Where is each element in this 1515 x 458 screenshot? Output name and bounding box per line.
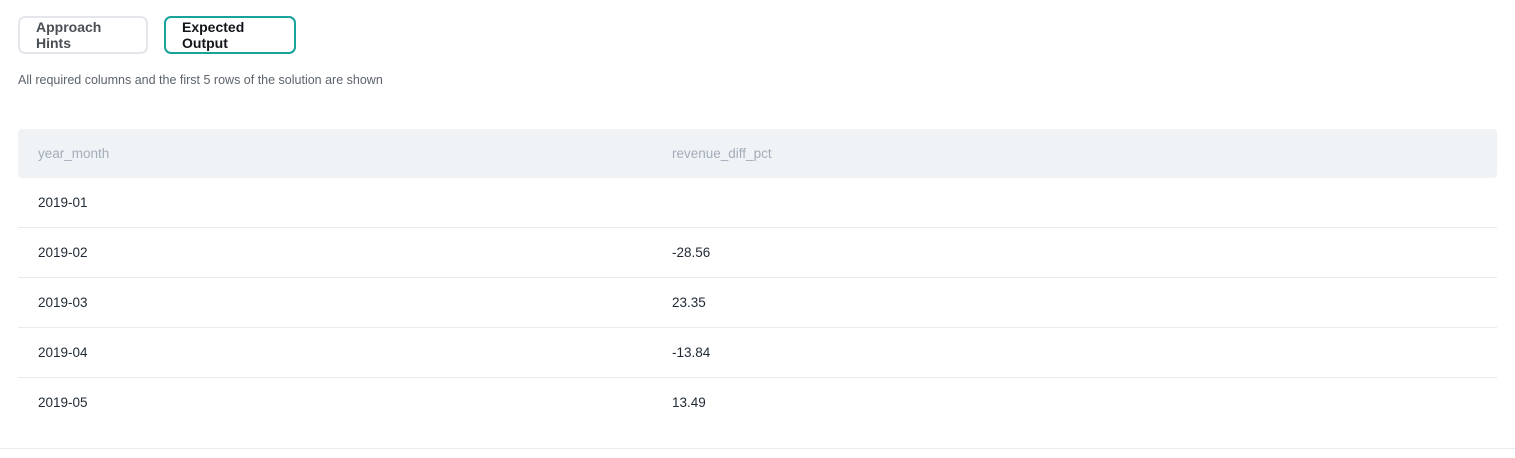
cell-revenue-diff-pct: -28.56 <box>672 245 1497 260</box>
table-caption: All required columns and the first 5 row… <box>18 73 383 87</box>
table-header: year_month revenue_diff_pct <box>18 129 1497 178</box>
column-header-year-month: year_month <box>18 146 672 161</box>
cell-revenue-diff-pct: -13.84 <box>672 345 1497 360</box>
panel-divider <box>0 448 1515 449</box>
tab-expected-output[interactable]: Expected Output <box>164 16 296 54</box>
table-row: 2019-03 23.35 <box>18 278 1497 328</box>
cell-year-month: 2019-05 <box>18 395 672 410</box>
cell-revenue-diff-pct: 23.35 <box>672 295 1497 310</box>
table-row: 2019-04 -13.84 <box>18 328 1497 378</box>
column-header-revenue-diff-pct: revenue_diff_pct <box>672 146 1497 161</box>
tab-approach-hints[interactable]: Approach Hints <box>18 16 148 54</box>
table-row: 2019-02 -28.56 <box>18 228 1497 278</box>
cell-year-month: 2019-02 <box>18 245 672 260</box>
output-table: year_month revenue_diff_pct 2019-01 2019… <box>18 129 1497 427</box>
table-row: 2019-05 13.49 <box>18 378 1497 427</box>
cell-year-month: 2019-04 <box>18 345 672 360</box>
table-row: 2019-01 <box>18 178 1497 228</box>
cell-year-month: 2019-03 <box>18 295 672 310</box>
cell-revenue-diff-pct: 13.49 <box>672 395 1497 410</box>
tab-bar: Approach Hints Expected Output <box>18 16 296 54</box>
cell-year-month: 2019-01 <box>18 195 672 210</box>
